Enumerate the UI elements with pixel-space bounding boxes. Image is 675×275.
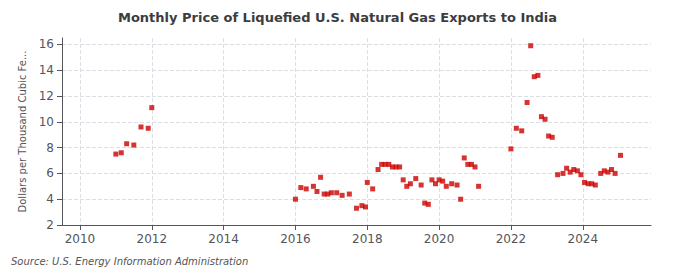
svg-text:2: 2 [46,218,54,232]
svg-text:12: 12 [39,89,54,103]
svg-text:Monthly Price of Liquefied U.S: Monthly Price of Liquefied U.S. Natural … [118,10,557,25]
svg-text:Source: U.S. Energy Informatio: Source: U.S. Energy Information Administ… [11,256,248,267]
svg-text:10: 10 [39,115,54,129]
svg-text:Dollars per Thousand Cubic Fe.: Dollars per Thousand Cubic Fe... [17,51,28,213]
svg-text:16: 16 [39,37,54,51]
svg-text:6: 6 [46,166,54,180]
svg-text:2016: 2016 [280,232,311,246]
svg-text:14: 14 [39,63,54,77]
svg-text:2014: 2014 [208,232,239,246]
svg-text:2024: 2024 [567,232,598,246]
svg-text:2022: 2022 [496,232,527,246]
svg-text:2010: 2010 [65,232,96,246]
svg-text:8: 8 [46,141,54,155]
svg-text:2020: 2020 [424,232,455,246]
svg-text:4: 4 [46,192,54,206]
svg-text:2012: 2012 [137,232,168,246]
svg-text:2018: 2018 [352,232,383,246]
